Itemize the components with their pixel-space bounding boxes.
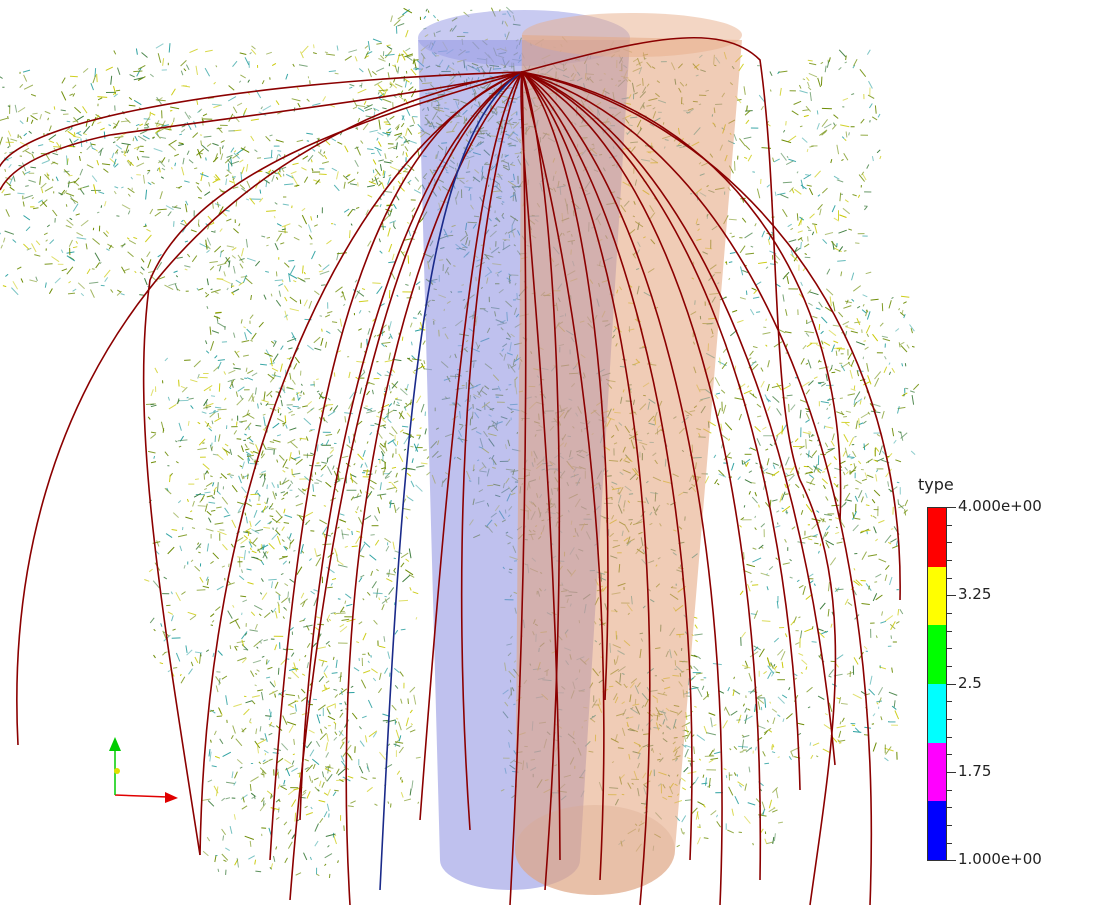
color-bar-segment-red xyxy=(928,508,946,567)
orange-cylinder xyxy=(515,13,742,895)
legend-title: type xyxy=(918,475,954,494)
color-bar xyxy=(927,507,947,861)
color-bar-segment-magenta xyxy=(928,742,946,802)
color-bar-segment-blue xyxy=(928,801,946,860)
primary-root-system xyxy=(0,36,901,906)
z-axis-marker-icon xyxy=(114,768,120,774)
legend-label-1-75: 1.75 xyxy=(958,762,992,780)
legend-label-2-5: 2.5 xyxy=(958,674,982,692)
color-bar-segment-cyan xyxy=(928,684,946,743)
orientation-axes[interactable] xyxy=(109,737,178,803)
y-axis-arrow-icon xyxy=(109,737,121,751)
legend-label-max: 4.000e+00 xyxy=(958,497,1042,515)
color-bar-segment-green xyxy=(928,625,946,684)
x-axis-arrow-icon xyxy=(165,792,178,803)
color-bar-segment-yellow xyxy=(928,566,946,626)
legend-label-min: 1.000e+00 xyxy=(958,850,1042,868)
legend-label-3-25: 3.25 xyxy=(958,585,992,603)
